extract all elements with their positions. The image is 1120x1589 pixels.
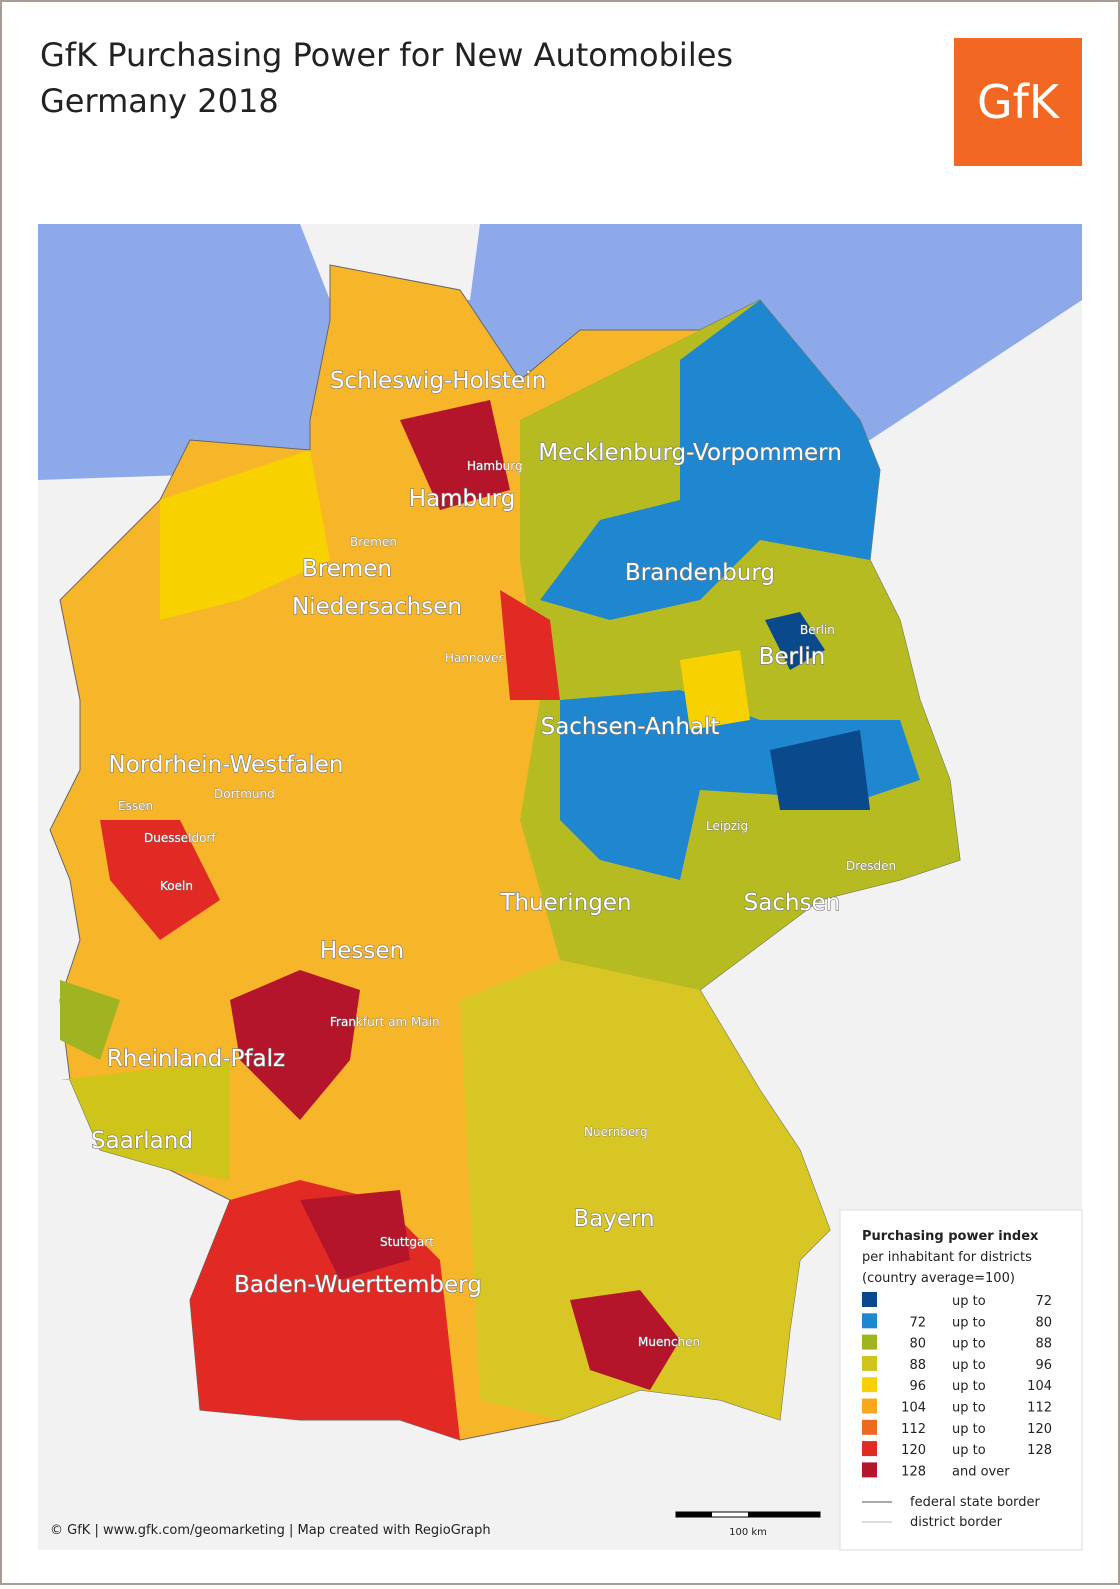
state-label: Hamburg <box>409 486 516 512</box>
legend-to: 128 <box>1027 1443 1052 1458</box>
scale <box>748 1512 820 1517</box>
scale <box>676 1512 712 1517</box>
legend-to: 88 <box>1035 1337 1052 1352</box>
dark <box>770 730 870 810</box>
legend-to: 112 <box>1027 1401 1052 1416</box>
state-label: Hessen <box>320 938 404 964</box>
city-labels: Hamburg Bremen Hannover Berlin Essen Dor… <box>118 459 897 1350</box>
legend-box <box>839 1209 1083 1551</box>
area <box>60 980 120 1060</box>
state-label: Rheinland-Pfalz <box>107 1046 285 1072</box>
state-label: Sachsen-Anhalt <box>541 714 720 740</box>
footer: © GfK | www.gfk.com/geomarketing | Map c… <box>50 1523 491 1538</box>
hamburg <box>400 400 510 510</box>
legend-subtitle: per inhabitant for districts <box>862 1250 1032 1265</box>
legend-from: 104 <box>901 1401 926 1416</box>
frankfurt <box>230 970 360 1120</box>
legend-swatch <box>862 1419 877 1435</box>
legend-connector: up to <box>952 1337 986 1352</box>
legend-from: 96 <box>909 1379 926 1394</box>
area <box>680 650 750 730</box>
legend-title: Purchasing power index <box>862 1229 1039 1244</box>
state-label: Schleswig-Holstein <box>330 368 546 394</box>
city-label: Essen <box>118 799 153 813</box>
legend-to: 96 <box>1035 1358 1052 1373</box>
legend-connector: up to <box>952 1422 986 1437</box>
legend-label: district border <box>910 1515 1003 1530</box>
legend-connector: up to <box>952 1294 986 1309</box>
state-label: Nordrhein-Westfalen <box>109 752 344 778</box>
logo-text: GfK <box>977 75 1061 129</box>
scale-label: 100 km <box>729 1527 767 1538</box>
legend-connector: and over <box>952 1464 1010 1479</box>
legend-connector: up to <box>952 1401 986 1416</box>
legend-swatch <box>862 1377 877 1393</box>
legend-swatch <box>862 1334 877 1350</box>
legend-to: 80 <box>1035 1315 1052 1330</box>
legend-subtitle: (country average=100) <box>862 1271 1015 1286</box>
legend-swatch <box>862 1292 877 1307</box>
legend-connector: up to <box>952 1358 986 1373</box>
legend-swatch <box>862 1398 877 1414</box>
legend-to: 104 <box>1027 1379 1052 1394</box>
bw <box>300 1190 410 1280</box>
bavaria <box>460 960 830 1420</box>
city-label: Hannover <box>445 651 503 665</box>
city-label: Muenchen <box>638 1335 700 1349</box>
state-label: Bremen <box>302 556 392 582</box>
legend-connector: up to <box>952 1443 986 1458</box>
state-label: Baden-Wuerttemberg <box>234 1272 482 1298</box>
legend-from: 120 <box>901 1443 926 1458</box>
legend-label: federal state border <box>910 1495 1041 1510</box>
city-label: Leipzig <box>706 819 748 833</box>
legend-from: 80 <box>909 1337 926 1352</box>
city-label: Berlin <box>800 623 835 637</box>
area <box>60 1060 230 1180</box>
munich <box>570 1290 680 1390</box>
state-label: Niedersachsen <box>292 594 462 620</box>
state-label: Bayern <box>573 1206 654 1232</box>
city-label: Nuernberg <box>584 1125 648 1139</box>
city-label: Bremen <box>350 535 397 549</box>
legend-from: 72 <box>909 1315 926 1330</box>
legend-connector: up to <box>952 1379 986 1394</box>
legend-to: 120 <box>1027 1422 1052 1437</box>
legend-swatch <box>862 1462 877 1478</box>
legend-from: 112 <box>901 1422 926 1437</box>
state-label: Saarland <box>91 1128 193 1154</box>
city-label: Stuttgart <box>380 1235 434 1249</box>
legend-swatch <box>862 1355 877 1371</box>
legend-swatch <box>862 1441 877 1457</box>
state-label: Sachsen <box>744 890 841 916</box>
legend: Purchasing power index per inhabitant fo… <box>839 1209 1083 1551</box>
title: GfK Purchasing Power for New Automobiles <box>40 36 733 74</box>
state-label: Mecklenburg-Vorpommern <box>538 440 842 466</box>
city-label: Frankfurt am Main <box>330 1015 440 1029</box>
city-label: Hamburg <box>467 459 523 473</box>
city-label: Dresden <box>846 859 896 873</box>
state-labels: Schleswig-Holstein Mecklenburg-Vorpommer… <box>90 367 842 1298</box>
berlin <box>765 612 825 670</box>
legend-swatch <box>862 1313 877 1329</box>
area <box>160 450 330 620</box>
city-label: Koeln <box>160 879 193 893</box>
city-label: Duesseldorf <box>144 831 216 845</box>
wolfsburg <box>500 590 560 700</box>
legend-to: 72 <box>1035 1294 1052 1309</box>
legend-from: 128 <box>901 1464 926 1479</box>
logo <box>954 38 1082 166</box>
ruhr <box>100 820 220 940</box>
title: Germany 2018 <box>40 82 279 120</box>
state-label: Berlin <box>759 644 826 670</box>
legend-connector: up to <box>952 1315 986 1330</box>
scale-bar: 100 km <box>675 1511 821 1538</box>
east-blue <box>540 300 880 620</box>
legend-from: 88 <box>909 1358 926 1373</box>
state-label: Thueringen <box>499 890 631 916</box>
city-label: Dortmund <box>214 787 275 801</box>
state-label: Brandenburg <box>625 560 775 586</box>
